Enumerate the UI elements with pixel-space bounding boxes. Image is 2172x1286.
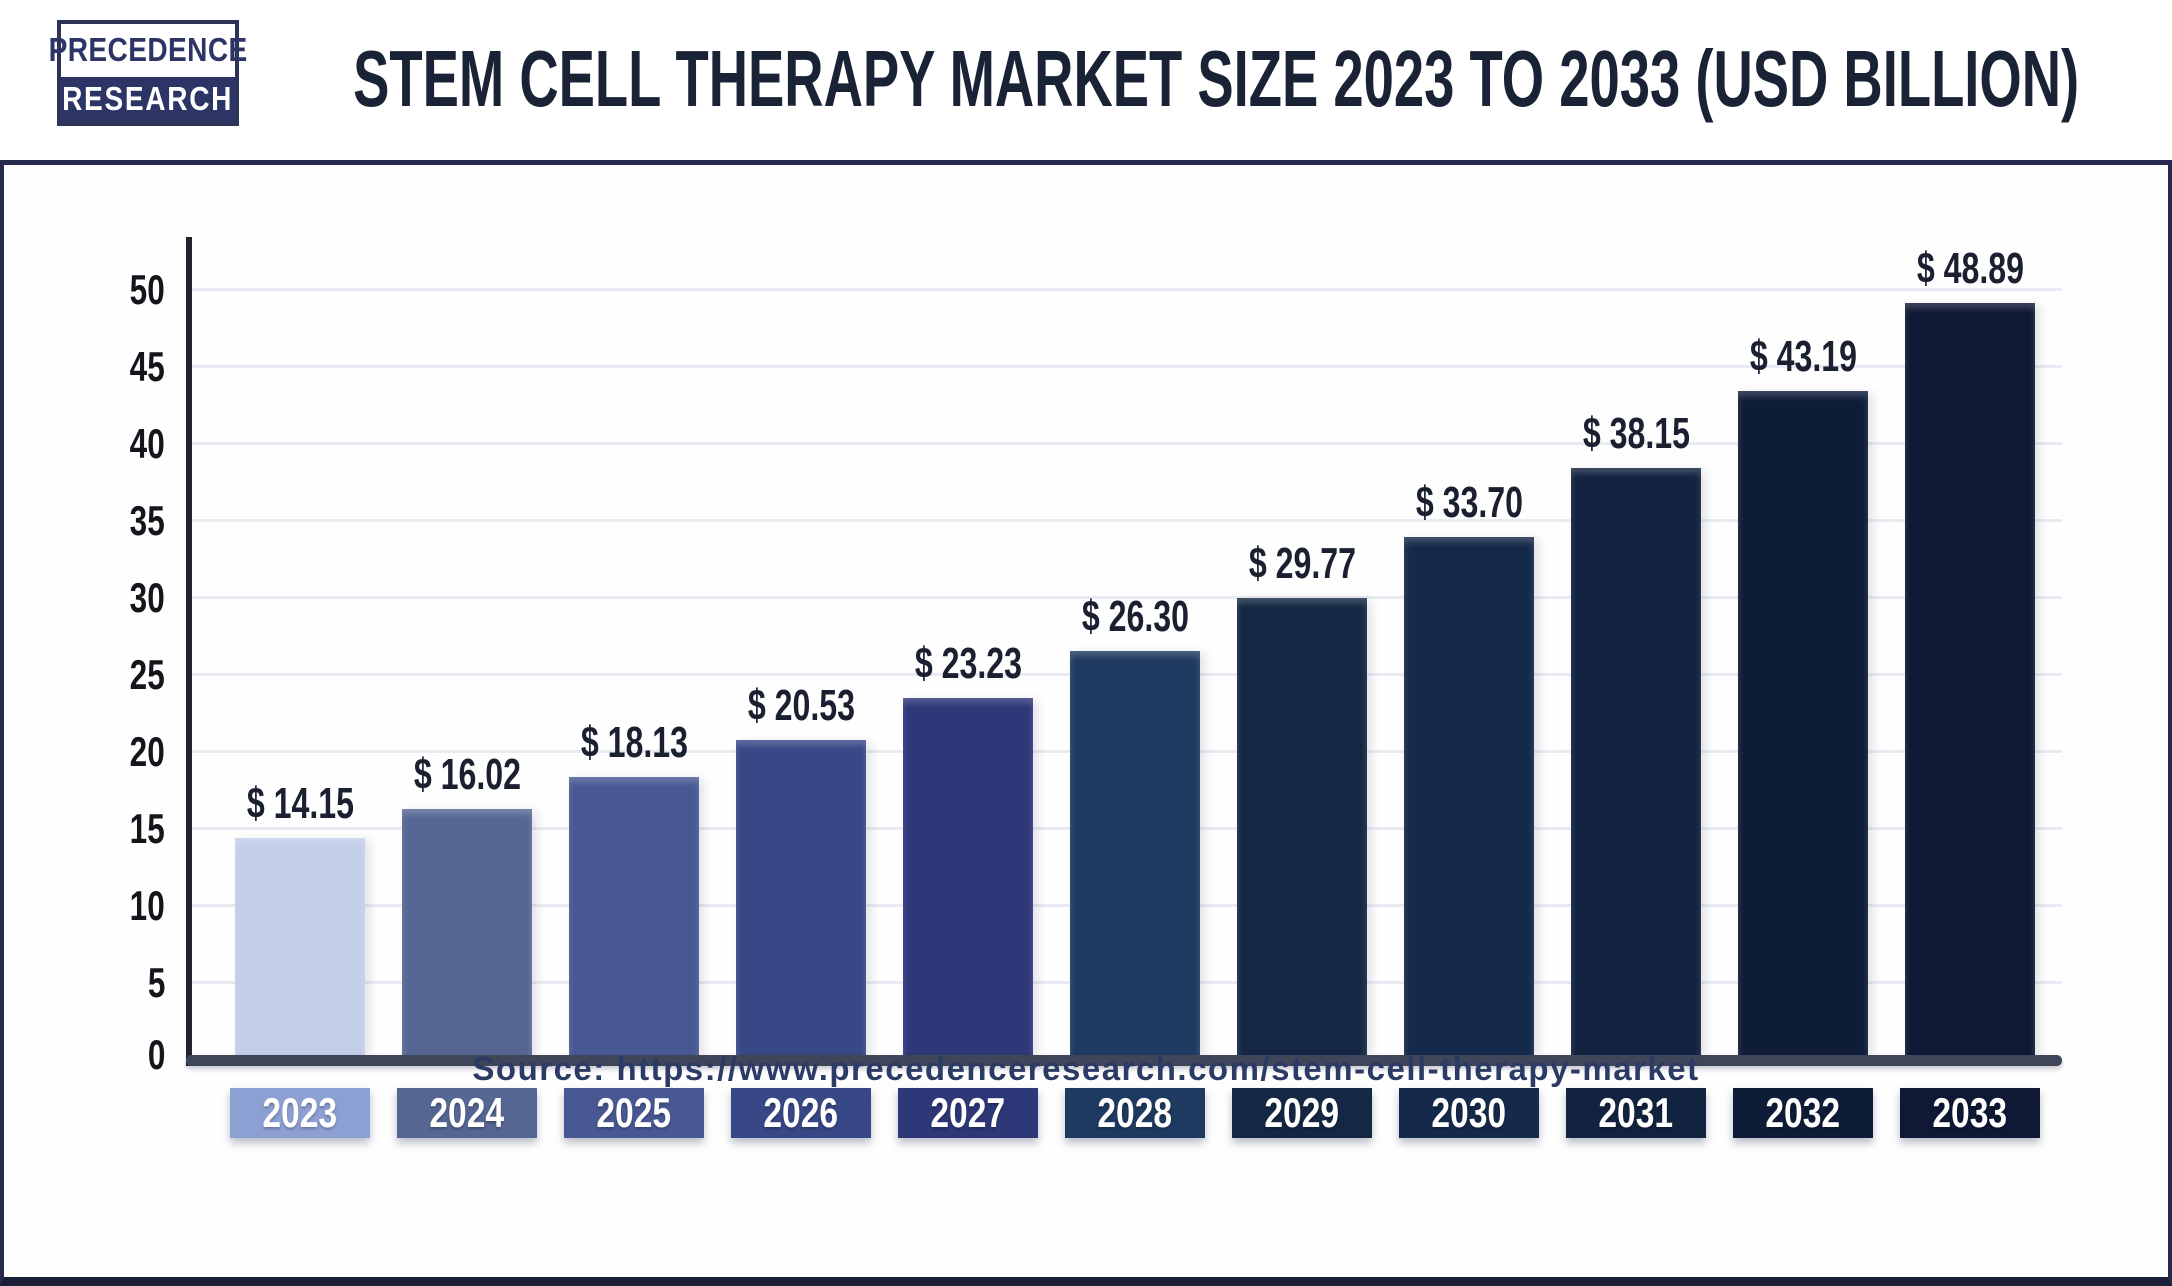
y-axis-tick-text: 45: [129, 343, 165, 390]
bar-value-label: $ 23.23: [858, 640, 1078, 688]
y-axis-tick-label: 0: [35, 1031, 165, 1079]
y-axis-tick-text: 35: [129, 497, 165, 544]
bar-value-text: $ 48.89: [1916, 244, 2024, 293]
y-axis-line: [186, 237, 192, 1066]
bar-value-label: $ 18.13: [524, 719, 744, 767]
y-axis-tick-text: 0: [147, 1031, 165, 1078]
y-gridline: [190, 288, 2062, 291]
bar-value-text: $ 26.30: [1081, 592, 1189, 641]
bar-2033: [1905, 303, 2035, 1056]
x-axis-year-box-2025: 2025: [564, 1088, 704, 1138]
x-axis-year-text: 2028: [1097, 1089, 1173, 1136]
x-axis-year-text: 2027: [930, 1089, 1006, 1136]
logo-line2-text: RESEARCH: [62, 80, 234, 118]
bar-value-label: $ 20.53: [691, 682, 911, 730]
bar-2025: [569, 777, 699, 1056]
logo-line1-text: PRECEDENCE: [48, 31, 248, 69]
bar-value-text: $ 33.70: [1415, 478, 1523, 527]
y-axis-tick-label: 45: [35, 343, 165, 391]
y-gridline: [190, 519, 2062, 522]
y-axis-tick-label: 50: [35, 266, 165, 314]
x-axis-year-text: 2023: [262, 1089, 338, 1136]
x-axis-year-box-2024: 2024: [397, 1088, 537, 1138]
bar-value-label: $ 14.15: [190, 780, 410, 828]
x-axis-year-box-2032: 2032: [1733, 1088, 1873, 1138]
x-axis-year-box-2031: 2031: [1566, 1088, 1706, 1138]
y-axis-tick-label: 20: [35, 728, 165, 776]
bar-2028: [1070, 651, 1200, 1056]
bar-value-label: $ 29.77: [1192, 540, 1412, 588]
y-gridline: [190, 365, 2062, 368]
x-axis-year-text: 2029: [1264, 1089, 1340, 1136]
y-axis-tick-text: 25: [129, 651, 165, 698]
x-axis-year-text: 2024: [429, 1089, 505, 1136]
bar-2031: [1571, 468, 1701, 1056]
bar-value-label: $ 33.70: [1359, 479, 1579, 527]
bar-value-text: $ 14.15: [246, 779, 354, 828]
x-axis-year-box-2030: 2030: [1399, 1088, 1539, 1138]
bar-2024: [402, 809, 532, 1056]
bar-value-text: $ 29.77: [1248, 539, 1356, 588]
y-axis-tick-text: 50: [129, 266, 165, 313]
bar-value-text: $ 43.19: [1749, 332, 1857, 381]
x-axis-year-text: 2033: [1932, 1089, 2008, 1136]
x-axis-baseline: [186, 1055, 2062, 1066]
bar-value-text: $ 20.53: [747, 681, 855, 730]
x-axis-year-box-2033: 2033: [1900, 1088, 2040, 1138]
header: PRECEDENCE RESEARCH STEM CELL THERAPY MA…: [0, 0, 2172, 160]
bar-value-label: $ 26.30: [1025, 593, 1245, 641]
bar-2026: [736, 740, 866, 1056]
y-axis-tick-text: 40: [129, 420, 165, 467]
x-axis-year-box-2026: 2026: [731, 1088, 871, 1138]
y-axis-tick-label: 35: [35, 497, 165, 545]
y-axis-tick-text: 20: [129, 728, 165, 775]
y-axis-tick-text: 5: [147, 959, 165, 1006]
plot-area: 0 5 10 15 20 25 30 35 40 45 50 $ 14.15 2023 $ 16.02 20…: [0, 160, 2172, 1286]
bar-value-label: $ 43.19: [1693, 333, 1913, 381]
page-title: STEM CELL THERAPY MARKET SIZE 2023 TO 20…: [352, 34, 2080, 123]
x-axis-year-box-2029: 2029: [1232, 1088, 1372, 1138]
y-axis-tick-label: 5: [35, 959, 165, 1007]
source-link-text: Source: https://www.precedenceresearch.c…: [472, 1050, 1700, 1087]
x-axis-year-text: 2031: [1598, 1089, 1674, 1136]
bar-value-text: $ 18.13: [580, 718, 688, 767]
y-axis-tick-label: 10: [35, 882, 165, 930]
y-gridline: [190, 442, 2062, 445]
logo-line2: RESEARCH: [61, 76, 235, 123]
y-axis-tick-label: 30: [35, 574, 165, 622]
bar-2023: [235, 838, 365, 1056]
bar-value-label: $ 38.15: [1526, 410, 1746, 458]
bar-2029: [1237, 598, 1367, 1056]
x-axis-year-box-2023: 2023: [230, 1088, 370, 1138]
y-axis-tick-text: 30: [129, 574, 165, 621]
y-axis-tick-label: 15: [35, 805, 165, 853]
bar-value-text: $ 16.02: [413, 750, 521, 799]
x-axis-year-text: 2025: [596, 1089, 672, 1136]
x-axis-year-text: 2032: [1765, 1089, 1841, 1136]
y-axis-tick-text: 15: [129, 805, 165, 852]
y-axis-tick-text: 10: [129, 882, 165, 929]
bar-value-label: $ 16.02: [357, 751, 577, 799]
y-gridline: [190, 596, 2062, 599]
bar-value-label: $ 48.89: [1860, 245, 2080, 293]
x-axis-year-box-2028: 2028: [1065, 1088, 1205, 1138]
bar-2027: [903, 698, 1033, 1056]
bar-2032: [1738, 391, 1868, 1056]
x-axis-year-box-2027: 2027: [898, 1088, 1038, 1138]
x-axis-year-text: 2026: [763, 1089, 839, 1136]
page-title-wrap: STEM CELL THERAPY MARKET SIZE 2023 TO 20…: [300, 18, 2132, 140]
bar-2030: [1404, 537, 1534, 1056]
y-axis-tick-label: 40: [35, 420, 165, 468]
x-axis-year-text: 2030: [1431, 1089, 1507, 1136]
precedence-research-logo: PRECEDENCE RESEARCH: [48, 20, 247, 126]
y-axis-tick-label: 25: [35, 651, 165, 699]
logo-line1: PRECEDENCE: [48, 24, 247, 77]
bar-value-text: $ 38.15: [1582, 409, 1690, 458]
bar-value-text: $ 23.23: [914, 639, 1022, 688]
